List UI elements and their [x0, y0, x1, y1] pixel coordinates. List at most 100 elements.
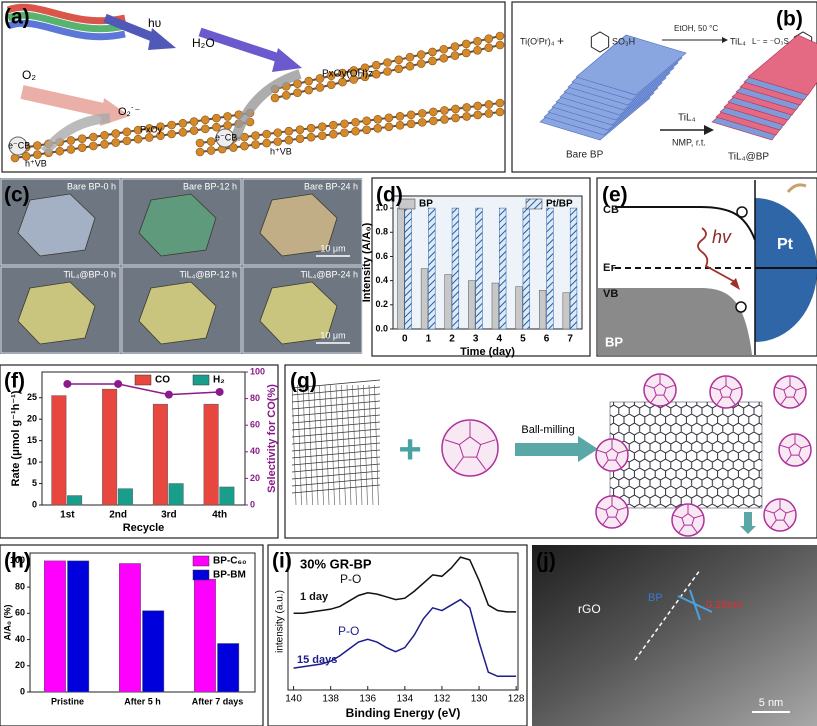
arrow-head [740, 526, 756, 534]
fullerene [778, 433, 812, 467]
fullerene-ring [605, 447, 619, 461]
arrow-head [272, 48, 302, 72]
bar [67, 560, 90, 693]
annotation: hυ [148, 16, 161, 30]
atom [212, 113, 221, 123]
x-tick-label: After 7 days [192, 696, 244, 706]
band-label: Eꜰ [603, 262, 616, 274]
atom [317, 131, 327, 141]
atom [262, 129, 271, 139]
caption: TiL₄@BP-12 h [180, 269, 238, 279]
atom [200, 115, 210, 125]
x-tick-label: 2 [449, 334, 455, 345]
atom [100, 130, 109, 140]
lattice-line [291, 421, 381, 431]
panel-label: (d) [376, 184, 403, 207]
atom [394, 64, 404, 74]
series-label: 15 days [297, 654, 337, 666]
band-label: CB [603, 204, 619, 216]
flake [259, 193, 338, 257]
fullerene-bond [793, 396, 800, 405]
bar [168, 483, 184, 506]
atom [304, 76, 314, 86]
legend-swatch [525, 198, 543, 210]
arrow [41, 113, 111, 156]
atom [395, 112, 405, 121]
y-tick-label: 1.0 [375, 202, 388, 212]
caption: Bare BP-12 h [183, 181, 237, 191]
atom [317, 122, 327, 132]
fullerene-bond [665, 384, 675, 389]
bar [117, 488, 133, 506]
caption: TiL₄@BP-24 h [301, 269, 359, 279]
x-tick-label: 4 [497, 334, 503, 345]
atom [428, 56, 437, 66]
atom [262, 138, 271, 148]
band-label: Pt [777, 236, 794, 253]
photon [697, 227, 736, 283]
scheme-text: NMP, r.t. [672, 137, 706, 147]
point [215, 387, 224, 396]
atom [450, 42, 460, 51]
atom [338, 77, 347, 87]
atom [429, 107, 438, 117]
carrier [736, 206, 748, 218]
atom [484, 34, 494, 43]
atom [351, 126, 360, 136]
lattice-line [291, 470, 381, 480]
bar [468, 280, 476, 330]
caption: Bare BP-24 h [304, 181, 358, 191]
x-tick-label: 3rd [161, 510, 177, 521]
atom [270, 93, 280, 103]
bar [444, 274, 452, 330]
fullerene-bond [615, 516, 622, 525]
fullerene-bond [770, 519, 777, 528]
image-label: BP [648, 592, 663, 604]
carrier [215, 128, 235, 148]
fullerene [595, 495, 629, 529]
annotation: e⁻CB [8, 140, 30, 150]
y-tick-label: 20 [27, 414, 37, 424]
image-label: 0.26nm [706, 599, 743, 611]
bar [102, 388, 118, 506]
fullerene-bond [476, 456, 487, 470]
point [63, 379, 72, 388]
panel-label: (e) [602, 184, 628, 207]
bar [51, 395, 67, 506]
fullerene-bond [615, 459, 622, 468]
scheme-text: EtOH, 50 °C [674, 24, 718, 33]
atom [251, 131, 260, 140]
fullerene-bond [795, 386, 805, 391]
atom [122, 136, 132, 146]
y-tick-label: 25 [27, 392, 37, 402]
atom [416, 59, 426, 68]
bar [219, 486, 235, 506]
lattice-line [291, 393, 381, 403]
bp-band [598, 288, 752, 355]
fullerene-bond [597, 506, 607, 511]
fullerene-bond [716, 396, 723, 405]
fullerene-bond [785, 454, 792, 463]
atom [304, 85, 314, 95]
bar [491, 282, 499, 330]
arrow-head [148, 28, 176, 50]
atom [77, 134, 87, 144]
point [164, 390, 173, 399]
y2-tick-label: 20 [250, 473, 260, 483]
atom [329, 129, 338, 139]
atom [273, 128, 283, 137]
panel-label: (a) [4, 6, 30, 29]
atom [495, 98, 505, 108]
micrograph-cell [242, 266, 363, 354]
atom [417, 109, 427, 118]
bar [562, 292, 570, 330]
atom [349, 75, 359, 84]
atom [144, 133, 154, 142]
atom [473, 101, 483, 111]
band-label: VB [603, 288, 618, 300]
atom [495, 40, 505, 50]
graphene [609, 401, 763, 509]
legend-swatch [134, 374, 152, 386]
fullerene-ring [783, 384, 797, 398]
x-tick-label: 1st [60, 510, 75, 521]
